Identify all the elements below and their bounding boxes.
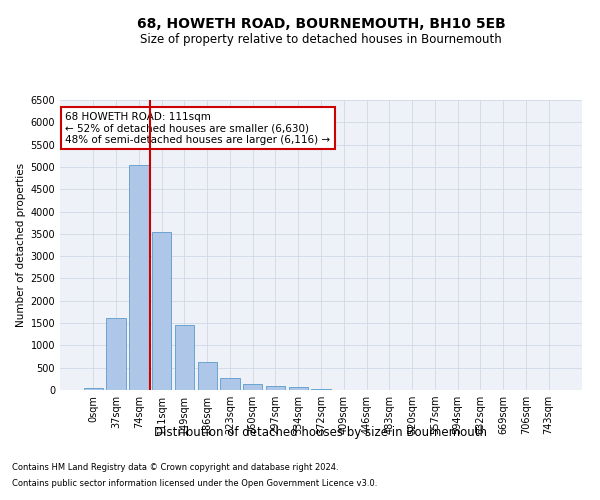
- Y-axis label: Number of detached properties: Number of detached properties: [16, 163, 26, 327]
- Text: Contains HM Land Registry data © Crown copyright and database right 2024.: Contains HM Land Registry data © Crown c…: [12, 464, 338, 472]
- Bar: [175, 326, 194, 390]
- Bar: [266, 386, 285, 390]
- Text: 68, HOWETH ROAD, BOURNEMOUTH, BH10 5EB: 68, HOWETH ROAD, BOURNEMOUTH, BH10 5EB: [137, 18, 505, 32]
- Bar: [197, 362, 217, 390]
- Text: Distribution of detached houses by size in Bournemouth: Distribution of detached houses by size …: [155, 426, 487, 439]
- Bar: [152, 232, 172, 390]
- Bar: [243, 384, 262, 390]
- Bar: [106, 318, 126, 390]
- Text: Contains public sector information licensed under the Open Government Licence v3: Contains public sector information licen…: [12, 478, 377, 488]
- Bar: [84, 388, 103, 390]
- Bar: [311, 388, 331, 390]
- Bar: [129, 164, 149, 390]
- Bar: [220, 378, 239, 390]
- Bar: [289, 387, 308, 390]
- Text: 68 HOWETH ROAD: 111sqm
← 52% of detached houses are smaller (6,630)
48% of semi-: 68 HOWETH ROAD: 111sqm ← 52% of detached…: [65, 112, 331, 145]
- Text: Size of property relative to detached houses in Bournemouth: Size of property relative to detached ho…: [140, 32, 502, 46]
